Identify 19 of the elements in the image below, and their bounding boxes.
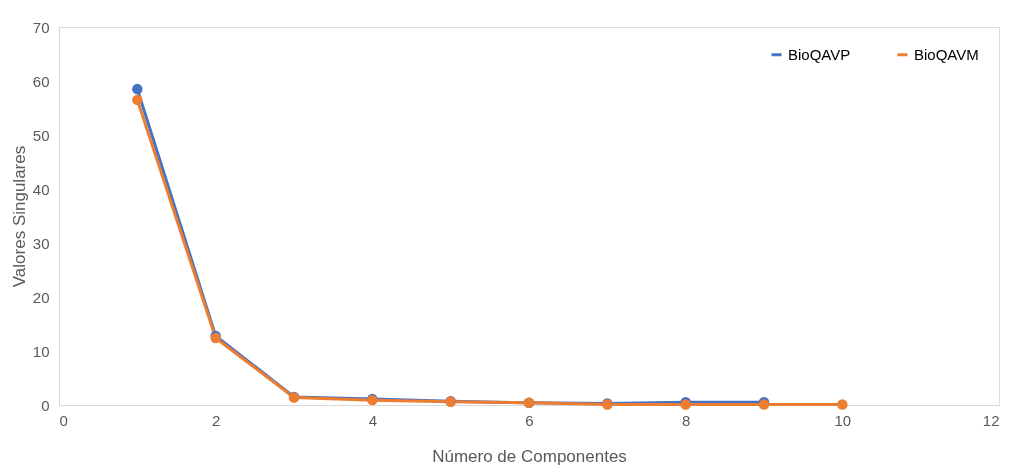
y-tick-label: 50 <box>32 126 50 144</box>
x-tick-label: 10 <box>834 411 852 429</box>
y-tick-label: 10 <box>32 342 50 360</box>
x-tick-label: 4 <box>368 411 378 429</box>
y-tick-label: 70 <box>32 18 50 36</box>
x-axis-title: Número de Componentes <box>432 446 627 466</box>
x-tick-label: 12 <box>982 411 1000 429</box>
y-tick-label: 60 <box>32 72 50 90</box>
legend-label: BioQAVM <box>914 45 979 63</box>
y-tick-label: 30 <box>32 234 50 252</box>
y-tick-label: 20 <box>32 288 50 306</box>
x-tick-label: 6 <box>525 411 534 429</box>
y-tick-label: 0 <box>41 396 50 414</box>
y-axis-title: Valores Singulares <box>9 145 29 288</box>
x-tick-label: 2 <box>211 411 221 429</box>
y-tick-label: 40 <box>32 180 50 198</box>
legend-label: BioQAVP <box>788 45 851 63</box>
x-tick-label: 0 <box>59 411 68 429</box>
x-tick-label: 8 <box>681 411 691 429</box>
